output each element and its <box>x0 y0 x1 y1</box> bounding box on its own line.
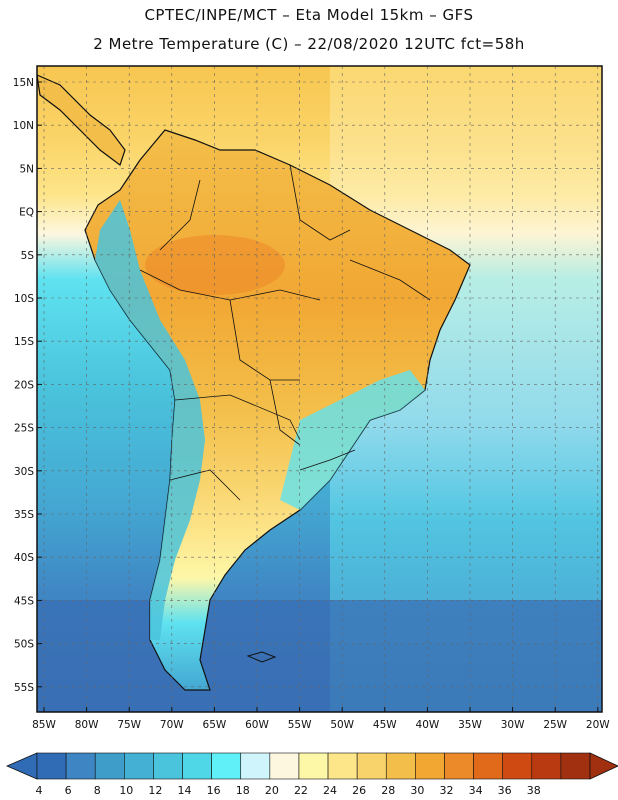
central-america-land <box>37 74 126 166</box>
lat-label: 10N <box>13 120 34 132</box>
map-frame <box>36 65 603 713</box>
colorbar-label: 22 <box>294 784 308 797</box>
colorbar-swatch <box>65 752 96 780</box>
southeast-brazil-cool-region <box>280 370 425 510</box>
colorbar-label: 32 <box>439 784 453 797</box>
lon-label: 75W <box>117 719 141 731</box>
lat-label: 20S <box>14 379 34 391</box>
colorbar-right-arrow <box>589 752 618 780</box>
lat-label: 5N <box>19 163 34 175</box>
colorbar-swatch <box>124 752 154 780</box>
lon-label: 60W <box>245 719 269 731</box>
chart-title-line2: 2 Metre Temperature (C) – 22/08/2020 12U… <box>93 35 525 53</box>
lat-label: 15N <box>13 77 34 89</box>
lon-label: 55W <box>288 719 312 731</box>
lat-label: EQ <box>19 207 34 219</box>
colorbar-swatch <box>356 752 387 780</box>
colorbar-label: 34 <box>469 784 483 797</box>
map-field <box>37 66 602 712</box>
colorbar-swatch <box>444 752 474 780</box>
lon-label: 20W <box>586 719 610 731</box>
lat-label: 15S <box>14 336 34 348</box>
colorbar-swatch <box>269 752 300 780</box>
lat-label: 10S <box>14 293 34 305</box>
lon-label: 40W <box>416 719 440 731</box>
lat-label: 5S <box>21 250 35 262</box>
lon-label: 70W <box>160 719 184 731</box>
lon-label: 45W <box>373 719 397 731</box>
lon-label: 80W <box>75 719 99 731</box>
andes-cold-region <box>95 200 205 640</box>
southern-ocean <box>37 600 602 712</box>
colorbar-swatch <box>531 752 562 780</box>
country-borders <box>139 164 431 501</box>
lat-label: 40S <box>14 552 34 564</box>
colorbar-swatch <box>415 752 445 780</box>
lat-label: 55S <box>14 682 34 694</box>
lat-label: 50S <box>14 639 34 651</box>
colorbar-label: 10 <box>119 784 133 797</box>
latitude-labels: 15N 10N 5N EQ 5S 10S 15S 20S 25S 30S 35S 40S 45S 50S 5… <box>13 77 42 694</box>
lon-label: 65W <box>203 719 227 731</box>
lat-label: 30S <box>14 466 34 478</box>
falkland-islands <box>246 651 277 663</box>
colorbar-label: 4 <box>36 784 43 797</box>
colorbar-swatch <box>560 752 591 780</box>
longitude-labels: 85W 80W 75W 70W 65W 60W 55W 50W 45W 40W 35W 30W 25W 2… <box>32 707 610 731</box>
lon-label: 50W <box>330 719 354 731</box>
colorbar-swatch <box>182 752 212 780</box>
colorbar-label: 12 <box>148 784 162 797</box>
colorbar-label: 16 <box>207 784 221 797</box>
colorbar-label: 18 <box>236 784 250 797</box>
colorbar-label: 8 <box>94 784 101 797</box>
colorbar-label: 38 <box>527 784 541 797</box>
amazon-hot-core <box>145 235 285 295</box>
lat-label: 45S <box>14 595 34 607</box>
lat-label: 35S <box>14 509 34 521</box>
colorbar-swatch <box>36 752 67 780</box>
colorbar-label: 26 <box>352 784 366 797</box>
colorbar-swatch <box>211 752 242 780</box>
map-grid <box>37 66 602 712</box>
colorbar-swatch <box>385 752 416 780</box>
colorbar-swatch <box>502 752 533 780</box>
lon-label: 85W <box>32 719 56 731</box>
colorbar-swatch <box>153 752 183 780</box>
lat-label: 25S <box>14 423 34 435</box>
colorbar-swatch <box>298 752 329 780</box>
colorbar-label: 20 <box>265 784 279 797</box>
colorbar-swatch <box>94 752 125 780</box>
colorbar-label: 14 <box>178 784 192 797</box>
colorbar: 4 6 8 10 12 14 16 18 20 22 24 26 28 30 32 34 36 38 <box>5 752 618 797</box>
colorbar-label: 28 <box>381 784 395 797</box>
colorbar-swatch <box>327 752 358 780</box>
colorbar-swatch <box>240 752 271 780</box>
colorbar-label: 24 <box>323 784 337 797</box>
colorbar-label: 6 <box>65 784 72 797</box>
colorbar-swatch <box>473 752 503 780</box>
colorbar-left-arrow <box>5 752 38 780</box>
colorbar-label: 36 <box>498 784 512 797</box>
lon-label: 30W <box>501 719 525 731</box>
chart-title-line1: CPTEC/INPE/MCT – Eta Model 15km – GFS <box>144 6 474 24</box>
lon-label: 25W <box>543 719 567 731</box>
lon-label: 35W <box>458 719 482 731</box>
colorbar-label: 30 <box>410 784 424 797</box>
